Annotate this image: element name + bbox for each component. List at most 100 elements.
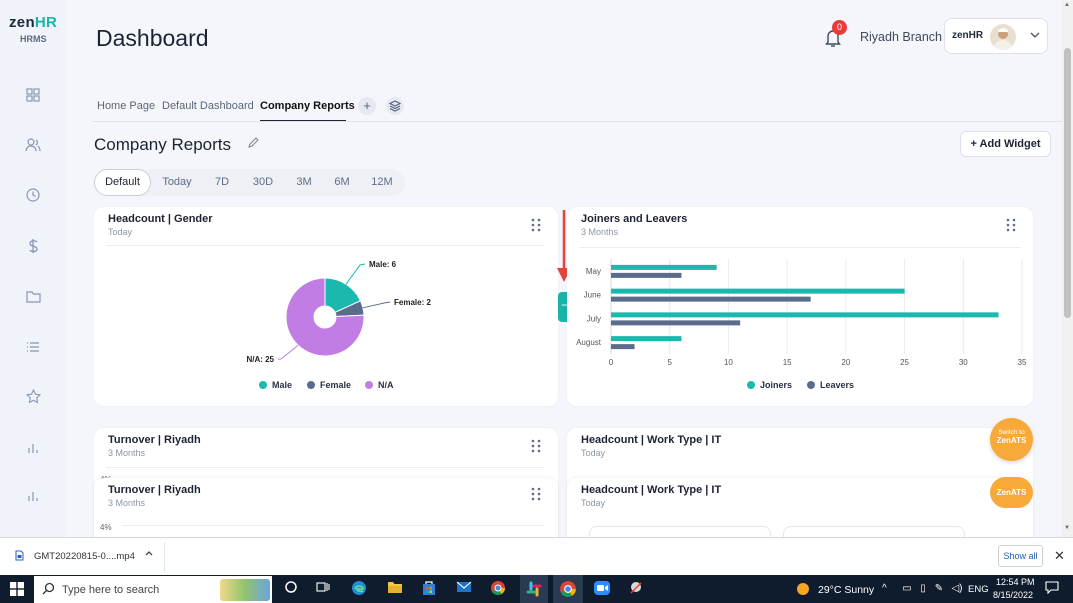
y-tick-label: August xyxy=(576,338,602,347)
card-title: Headcount | Work Type | IT xyxy=(581,484,722,496)
bar-chart-icon[interactable] xyxy=(24,440,42,458)
logo-subtitle: HRMS xyxy=(20,34,47,44)
tab-home-page[interactable]: Home Page xyxy=(97,100,156,112)
bar-leavers-july[interactable] xyxy=(611,320,741,326)
show-all-button[interactable]: Show all xyxy=(998,545,1043,567)
card-title: Joiners and Leavers xyxy=(581,213,688,225)
grid-icon[interactable] xyxy=(24,88,42,106)
zenats-button[interactable]: ZenATS xyxy=(990,477,1033,508)
task-view-icon[interactable] xyxy=(314,580,332,598)
turnover-card: Turnover | Riyadh 3 Months 4% xyxy=(94,478,558,537)
filter-6m[interactable]: 6M xyxy=(334,176,350,188)
bar-joiners-august[interactable] xyxy=(611,336,682,342)
user-menu[interactable]: zenHR xyxy=(944,18,1048,54)
taskbar-active-app[interactable] xyxy=(520,575,548,603)
filter-12m[interactable]: 12M xyxy=(371,176,393,188)
zenhr-logo[interactable]: zenHR xyxy=(9,14,58,31)
network-icon[interactable]: ▯ xyxy=(920,583,926,594)
card-subtitle: 3 Months xyxy=(108,498,146,508)
x-tick-label: 0 xyxy=(609,358,614,367)
x-tick-label: 25 xyxy=(900,358,909,367)
cortana-icon[interactable] xyxy=(282,580,300,598)
bar-leavers-june[interactable] xyxy=(611,296,811,302)
legend-item-na: N/A xyxy=(365,380,394,390)
users-icon[interactable] xyxy=(24,138,42,156)
file-explorer-icon[interactable] xyxy=(386,580,404,598)
card-divider xyxy=(579,247,1021,248)
bar-joiners-june[interactable] xyxy=(611,288,905,294)
switch-to-zenats-button[interactable]: Switch to ZenATS xyxy=(990,418,1033,461)
page-scrollbar[interactable]: ▲ ▼ xyxy=(1062,0,1073,537)
notification-center-icon[interactable] xyxy=(1043,580,1061,598)
data-label-leader xyxy=(345,263,366,285)
tab-company-reports[interactable]: Company Reports xyxy=(260,100,355,112)
bar-leavers-may[interactable] xyxy=(611,272,682,278)
snipping-tool-icon[interactable] xyxy=(627,580,645,598)
filter-3m[interactable]: 3M xyxy=(296,176,312,188)
taskbar-search-input[interactable]: Type here to search xyxy=(34,576,272,603)
data-label: Male: 6 xyxy=(369,260,397,269)
drag-handle-icon[interactable] xyxy=(531,439,543,453)
zoom-icon[interactable] xyxy=(593,580,611,598)
list-icon[interactable] xyxy=(24,339,42,357)
page-title: Dashboard xyxy=(96,25,209,51)
legend-dot xyxy=(365,381,373,389)
filter-7d[interactable]: 7D xyxy=(214,176,230,188)
divider xyxy=(164,542,165,572)
card-divider xyxy=(122,525,544,526)
language-indicator[interactable]: ENG xyxy=(968,584,989,595)
bar-leavers-august[interactable] xyxy=(611,344,635,350)
clock-icon[interactable] xyxy=(24,188,42,206)
card-subtitle: Today xyxy=(581,498,606,508)
section-title: Company Reports xyxy=(94,135,232,154)
volume-icon[interactable]: ◁) xyxy=(951,583,963,594)
y-tick-label: May xyxy=(586,267,601,276)
bar-joiners-july[interactable] xyxy=(611,312,999,318)
card-title: Turnover | Riyadh xyxy=(108,434,201,446)
drag-handle-icon[interactable] xyxy=(531,218,543,232)
x-tick-label: 10 xyxy=(724,358,733,367)
download-file-name[interactable]: GMT20220815-0....mp4 xyxy=(34,551,135,562)
star-icon[interactable] xyxy=(24,388,42,407)
filter-30d[interactable]: 30D xyxy=(252,176,274,188)
bar-chart-icon[interactable] xyxy=(24,488,42,506)
branch-name[interactable]: Riyadh Branch xyxy=(860,30,942,44)
filter-today[interactable]: Today xyxy=(162,176,192,188)
x-tick-label: 5 xyxy=(667,358,672,367)
pen-icon[interactable]: ✎ xyxy=(934,583,944,594)
close-icon[interactable]: ✕ xyxy=(1054,548,1065,563)
legend-item-female: Female xyxy=(307,380,351,390)
store-icon[interactable] xyxy=(420,580,438,598)
pie-slice-na[interactable] xyxy=(285,277,365,357)
layers-icon[interactable] xyxy=(386,97,404,115)
joiners-leavers-card: Joiners and Leavers 3 Months 0 5 10 15 20 25 3… xyxy=(567,207,1033,406)
clock-time[interactable]: 12:54 PM xyxy=(996,577,1035,587)
drag-handle-icon[interactable] xyxy=(531,487,543,501)
dollar-icon[interactable] xyxy=(24,238,42,256)
chevron-up-icon[interactable] xyxy=(144,548,154,561)
battery-icon[interactable]: ▭ xyxy=(902,583,912,594)
data-label: N/A: 25 xyxy=(246,355,274,364)
pencil-icon[interactable] xyxy=(247,137,259,152)
chevron-up-icon[interactable]: ^ xyxy=(882,583,887,594)
filter-default[interactable]: Default xyxy=(94,169,151,196)
mail-icon[interactable] xyxy=(455,580,473,598)
add-tab-icon[interactable]: + xyxy=(358,97,376,115)
tab-default-dashboard[interactable]: Default Dashboard xyxy=(162,100,254,112)
bar-joiners-may[interactable] xyxy=(611,264,717,270)
windows-start-icon[interactable] xyxy=(10,582,24,596)
data-label-leader xyxy=(362,301,391,309)
clock-date[interactable]: 8/15/2022 xyxy=(993,590,1034,600)
weather-text[interactable]: 29°C Sunny xyxy=(818,584,875,596)
legend-dot xyxy=(747,381,755,389)
edge-icon[interactable] xyxy=(350,580,368,598)
folder-icon[interactable] xyxy=(24,289,42,307)
add-widget-button[interactable]: + Add Widget xyxy=(960,131,1051,157)
taskbar-active-app[interactable] xyxy=(553,575,583,603)
chrome-icon[interactable] xyxy=(489,580,507,598)
minus-icon[interactable]: − xyxy=(561,298,569,312)
drag-handle-icon[interactable] xyxy=(1006,218,1018,232)
headcount-gender-card: Headcount | Gender Today Male: 6 Female: … xyxy=(94,207,558,406)
scroll-thumb[interactable] xyxy=(1064,48,1071,318)
x-tick-label: 30 xyxy=(959,358,968,367)
